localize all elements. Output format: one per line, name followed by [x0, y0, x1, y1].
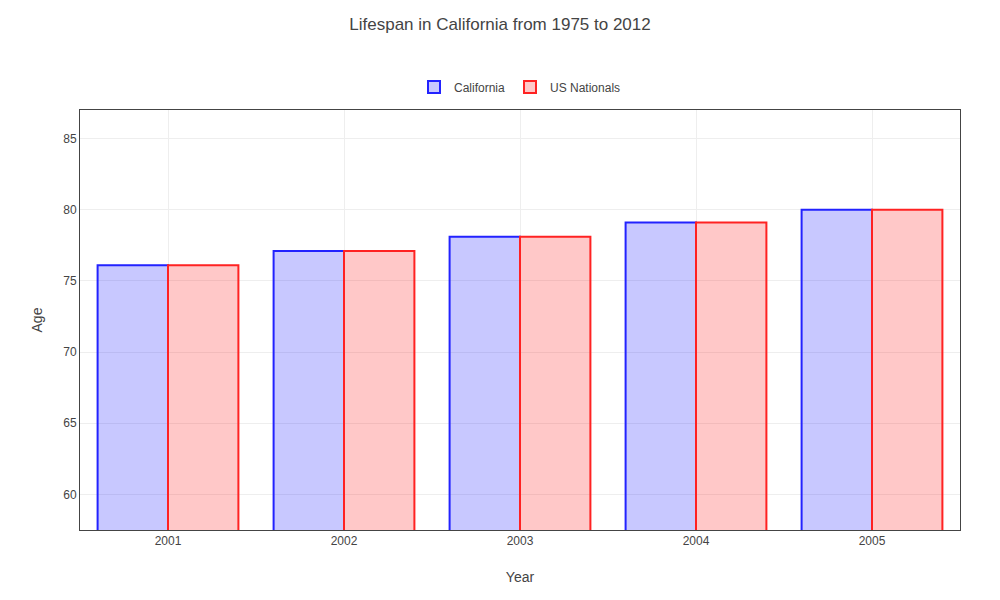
svg-text:Year: Year — [506, 569, 535, 585]
svg-text:2003: 2003 — [507, 534, 534, 548]
svg-text:75: 75 — [63, 274, 77, 288]
svg-text:Lifespan in California from 19: Lifespan in California from 1975 to 2012 — [349, 15, 650, 34]
svg-text:80: 80 — [63, 203, 77, 217]
svg-text:Age: Age — [29, 307, 45, 332]
svg-text:2002: 2002 — [331, 534, 358, 548]
svg-text:65: 65 — [63, 416, 77, 430]
svg-text:2005: 2005 — [859, 534, 886, 548]
svg-text:70: 70 — [63, 345, 77, 359]
svg-text:60: 60 — [63, 488, 77, 502]
svg-text:2004: 2004 — [683, 534, 710, 548]
svg-text:85: 85 — [63, 132, 77, 146]
svg-text:2001: 2001 — [155, 534, 182, 548]
svg-text:US Nationals: US Nationals — [550, 81, 620, 95]
svg-text:California: California — [454, 81, 505, 95]
